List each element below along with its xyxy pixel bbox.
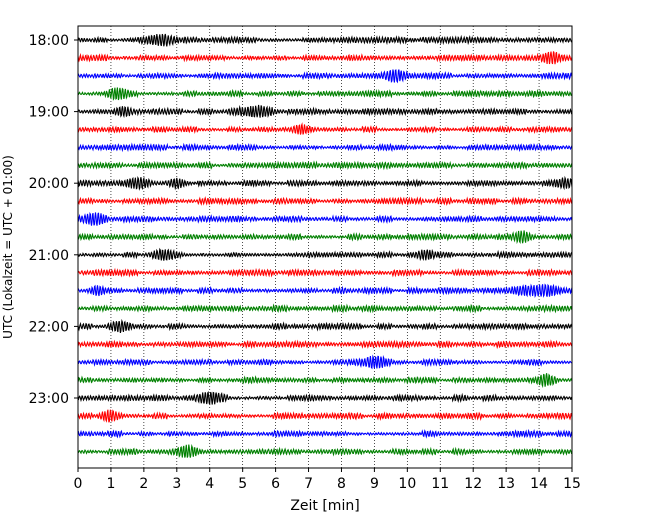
trace-2200 bbox=[77, 318, 573, 334]
x-tick-label: 11 bbox=[431, 476, 449, 492]
x-tick-label: 8 bbox=[337, 476, 346, 492]
trace-1945 bbox=[77, 160, 573, 171]
trace-2300 bbox=[77, 391, 573, 406]
y-tick-label: 22:00 bbox=[29, 319, 69, 335]
x-axis-ticks: 0 1 2 3 4 5 6 7 8 9 10 11 12 13 14 15 bbox=[74, 468, 581, 492]
y-tick-label: 20:00 bbox=[29, 176, 69, 192]
trace-2000 bbox=[77, 175, 573, 191]
trace-2330 bbox=[77, 428, 573, 439]
trace-2315 bbox=[77, 409, 573, 423]
trace-1930 bbox=[77, 142, 573, 153]
plot-frame bbox=[77, 25, 573, 469]
trace-2115 bbox=[77, 267, 573, 278]
trace-2145 bbox=[77, 303, 573, 314]
y-tick-label: 18:00 bbox=[29, 33, 69, 49]
y-axis-ticks: 18:00 19:00 20:00 21:00 22:00 23:00 bbox=[29, 33, 78, 407]
trace-2100 bbox=[77, 247, 573, 262]
trace-1900 bbox=[77, 104, 573, 119]
trace-2045 bbox=[77, 230, 573, 245]
trace-2230 bbox=[77, 354, 573, 370]
y-axis-label: UTC (Lokalzeit = UTC + 01:00) bbox=[1, 155, 15, 339]
trace-1830 bbox=[77, 69, 573, 84]
y-tick-label: 21:00 bbox=[29, 248, 69, 264]
x-tick-label: 15 bbox=[563, 476, 581, 492]
trace-2030 bbox=[77, 212, 573, 226]
x-tick-label: 1 bbox=[106, 476, 115, 492]
x-tick-label: 14 bbox=[530, 476, 548, 492]
trace-1800 bbox=[77, 33, 573, 47]
y-tick-label: 23:00 bbox=[29, 391, 69, 407]
traces bbox=[77, 33, 573, 458]
x-tick-label: 0 bbox=[74, 476, 83, 492]
x-tick-label: 6 bbox=[271, 476, 280, 492]
trace-2015 bbox=[77, 196, 573, 207]
trace-1915 bbox=[77, 122, 573, 135]
x-tick-label: 5 bbox=[238, 476, 247, 492]
trace-1845 bbox=[77, 87, 573, 101]
x-tick-label: 9 bbox=[370, 476, 379, 492]
x-tick-label: 13 bbox=[497, 476, 515, 492]
trace-2130 bbox=[77, 283, 573, 298]
plot-background bbox=[78, 26, 572, 468]
trace-1815 bbox=[77, 51, 573, 65]
trace-2245 bbox=[77, 373, 573, 389]
x-axis-label: Zeit [min] bbox=[290, 498, 359, 514]
trace-2345 bbox=[77, 443, 573, 458]
trace-2215 bbox=[77, 339, 573, 350]
x-tick-label: 12 bbox=[464, 476, 482, 492]
x-tick-label: 4 bbox=[205, 476, 214, 492]
y-tick-label: 19:00 bbox=[29, 105, 69, 121]
x-tick-label: 7 bbox=[304, 476, 313, 492]
x-tick-label: 3 bbox=[172, 476, 181, 492]
x-tick-label: 2 bbox=[139, 476, 148, 492]
x-tick-label: 10 bbox=[398, 476, 416, 492]
